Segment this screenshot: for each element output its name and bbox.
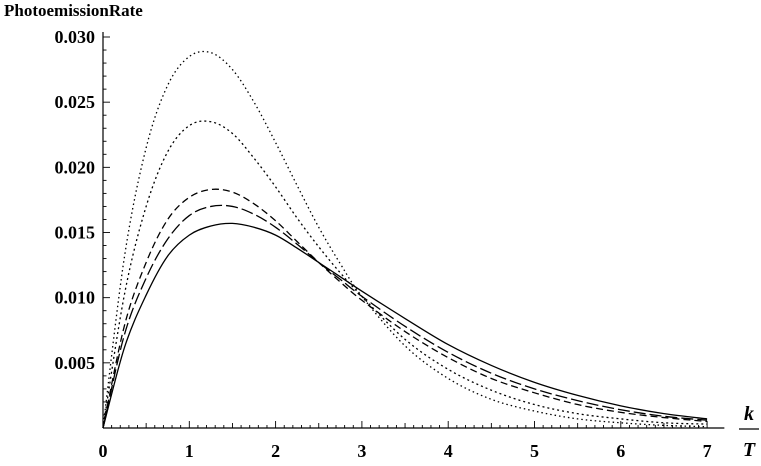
x-tick-label: 0 (99, 441, 108, 461)
series-line-3 (102, 188, 708, 429)
x-tick-label: 6 (616, 441, 625, 461)
y-tick-label: 0.030 (55, 27, 96, 47)
x-axis-title-numerator: k (744, 403, 754, 425)
y-tick-label: 0.005 (55, 353, 96, 373)
y-axis-title: PhotoemissionRate (4, 1, 143, 20)
y-tick-label: 0.025 (55, 92, 96, 112)
series-line-4 (102, 120, 708, 429)
y-tick-label: 0.015 (55, 223, 96, 243)
axes: 0 1 2 3 4 5 6 7 0.005 0.010 0.015 0.020 0.025 0.030 (55, 27, 725, 461)
series-line-5 (102, 50, 708, 429)
y-tick-label: 0.020 (55, 157, 96, 177)
x-tick-label: 2 (271, 441, 280, 461)
y-tick-label: 0.010 (55, 288, 96, 308)
series-line-2 (102, 204, 708, 429)
x-tick-label: 3 (357, 441, 366, 461)
x-axis-title-denominator: T (743, 439, 756, 461)
x-axis-title: k T (739, 403, 759, 461)
series-group (102, 50, 708, 429)
x-tick-label: 5 (530, 441, 539, 461)
x-tick-label: 7 (703, 441, 712, 461)
x-tick-label: 1 (185, 441, 194, 461)
x-tick-label: 4 (444, 441, 453, 461)
